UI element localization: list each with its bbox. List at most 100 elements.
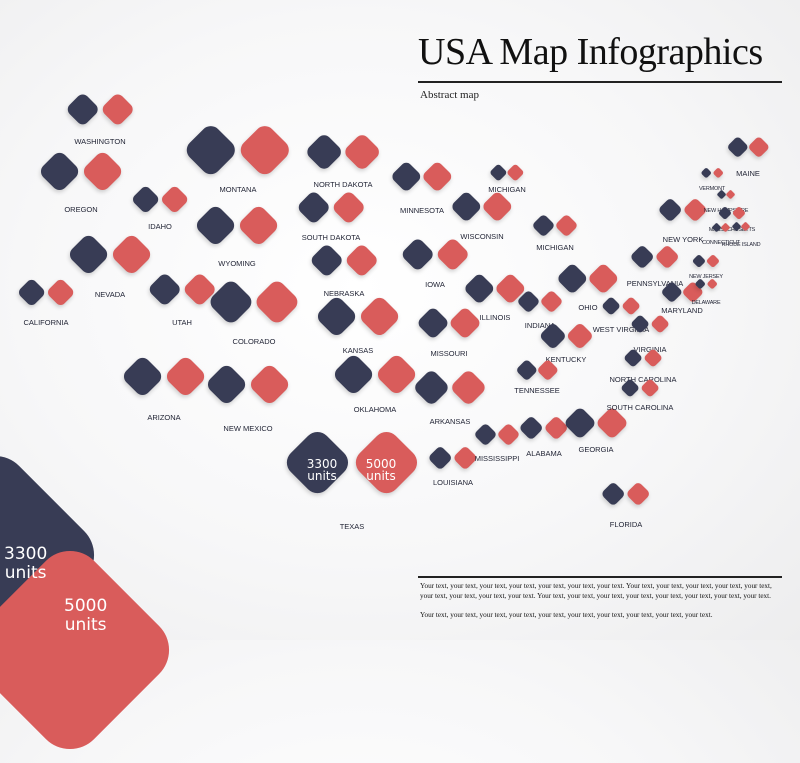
state-label-massachusetts: MASSACHUSETTS	[708, 227, 756, 233]
state-label-mississippi: MISSISSIPPI	[474, 454, 520, 463]
state-marker-navy	[700, 166, 713, 179]
state-label-colorado: COLORADO	[232, 337, 276, 346]
state-marker-navy	[314, 294, 359, 339]
state-marker-navy	[130, 184, 161, 215]
state-marker-navy	[308, 242, 345, 279]
state-marker-navy	[295, 189, 332, 226]
state-marker-red	[625, 480, 652, 507]
state-marker-red	[343, 242, 380, 279]
state-marker-navy	[489, 162, 508, 181]
state-marker-navy	[193, 203, 238, 248]
state-marker-navy	[692, 253, 707, 268]
state-marker-red	[448, 305, 483, 340]
state-marker-red	[236, 203, 281, 248]
state-marker-red	[747, 135, 770, 158]
state-label-michigan: MICHIGAN	[488, 185, 526, 194]
state-marker-navy	[206, 278, 255, 326]
state-label-oregon: OREGON	[64, 205, 98, 214]
legend-red-value: 5000 units	[64, 596, 108, 635]
state-marker-navy	[515, 358, 538, 381]
footer-divider	[418, 576, 782, 578]
state-marker-red	[99, 91, 136, 128]
state-marker-navy	[399, 236, 436, 273]
state-marker-navy	[556, 262, 589, 294]
state-label-nevada: NEVADA	[94, 290, 126, 299]
legend-navy-value: 3300 units	[4, 544, 48, 583]
texas-navy-value: 3300 units	[306, 457, 338, 483]
state-marker-navy	[463, 272, 496, 304]
state-marker-red	[620, 295, 641, 316]
state-label-iowa: IOWA	[425, 280, 445, 289]
state-label-arkansas: ARKANSAS	[429, 417, 471, 426]
state-marker-red	[109, 232, 154, 277]
state-marker-red	[159, 184, 190, 215]
texas-red-value: 5000 units	[365, 457, 397, 483]
state-marker-navy	[64, 91, 101, 128]
state-label-kansas: KANSAS	[342, 346, 374, 355]
footer-paragraph-1: Your text, your text, your text, your te…	[420, 582, 772, 600]
state-marker-red	[496, 422, 521, 446]
state-label-connecticut: CONNECTICUT	[702, 240, 740, 246]
state-label-texas: TEXAS	[339, 522, 365, 531]
state-marker-navy	[183, 122, 240, 178]
state-marker-red	[374, 352, 419, 397]
page-subtitle: Abstract map	[420, 89, 479, 101]
state-label-georgia: GEORGIA	[578, 445, 614, 454]
state-marker-red	[45, 277, 76, 308]
state-marker-red	[654, 243, 681, 270]
page-title: USA Map Infographics	[418, 31, 763, 73]
state-marker-red	[554, 213, 579, 237]
state-marker-red	[565, 321, 594, 350]
state-label-florida: FLORIDA	[609, 520, 643, 529]
state-label-north-dakota: NORTH DAKOTA	[313, 180, 373, 189]
state-marker-navy	[427, 444, 454, 471]
state-marker-red	[725, 189, 736, 200]
state-marker-red	[253, 278, 302, 326]
state-marker-navy	[726, 135, 749, 158]
state-marker-navy	[531, 213, 556, 237]
state-label-wisconsin: WISCONSIN	[460, 232, 504, 241]
state-label-washington: WASHINGTON	[74, 137, 126, 146]
state-label-illinois: ILLINOIS	[479, 313, 511, 322]
state-label-delaware: DELAWARE	[691, 300, 721, 306]
state-marker-red	[711, 166, 724, 179]
state-marker-red	[80, 149, 125, 194]
title-divider	[418, 81, 782, 83]
state-marker-navy	[16, 277, 47, 308]
state-marker-navy	[66, 232, 111, 277]
state-label-rhode-island: RHODE ISLAND	[721, 242, 761, 248]
state-label-indiana: INDIANA	[524, 321, 556, 330]
state-marker-navy	[412, 367, 451, 406]
state-marker-red	[330, 189, 367, 226]
state-marker-red	[481, 190, 514, 222]
state-marker-navy	[657, 196, 684, 223]
state-marker-navy	[601, 295, 622, 316]
state-marker-navy	[473, 422, 498, 446]
state-marker-red	[236, 122, 293, 178]
state-marker-red	[247, 362, 292, 407]
state-marker-red	[449, 367, 488, 406]
state-label-north-carolina: NORTH CAROLINA	[609, 375, 677, 384]
state-marker-navy	[629, 243, 656, 270]
state-label-ohio: OHIO	[578, 303, 598, 312]
state-label-nebraska: NEBRASKA	[323, 289, 365, 298]
state-marker-navy	[37, 149, 82, 194]
state-label-vermont: VERMONT	[698, 186, 726, 192]
state-label-maryland: MARYLAND	[661, 306, 703, 315]
state-label-louisiana: LOUISIANA	[432, 478, 474, 487]
state-marker-red	[342, 132, 383, 172]
state-marker-navy	[331, 352, 376, 397]
state-marker-navy	[146, 271, 183, 308]
state-label-new-jersey: NEW JERSEY	[689, 274, 723, 280]
state-marker-red	[357, 294, 402, 339]
state-label-missouri: MISSOURI	[430, 349, 468, 358]
state-label-alabama: ALABAMA	[526, 449, 562, 458]
state-marker-red	[434, 236, 471, 273]
state-label-south-carolina: SOUTH CAROLINA	[606, 403, 674, 412]
state-label-tennessee: TENNESSEE	[514, 386, 560, 395]
state-label-wyoming: WYOMING	[218, 259, 256, 268]
state-label-maine: MAINE	[736, 169, 760, 178]
state-label-minnesota: MINNESOTA	[399, 206, 445, 215]
state-marker-red	[506, 162, 525, 181]
state-label-new-york: NEW YORK	[662, 235, 704, 244]
